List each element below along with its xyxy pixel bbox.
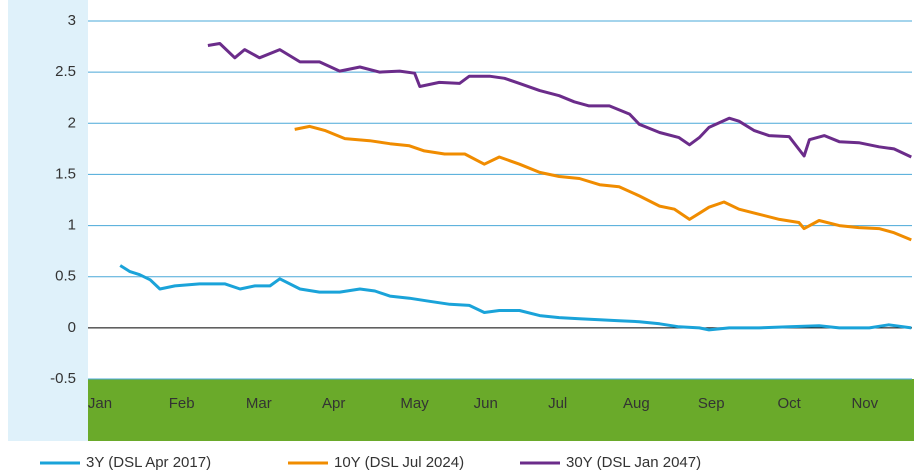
x-tick-label: Nov [851,395,878,412]
y-tick-label: 2 [68,114,76,131]
y-tick-label: 0 [68,319,76,336]
y-tick-label: 2.5 [55,63,76,80]
y-tick-label: 0.5 [55,268,76,285]
y-tick-label: 1.5 [55,165,76,182]
series-line [294,124,912,242]
x-tick-label: Feb [169,395,195,412]
y-tick-label: 1 [68,217,76,234]
x-tick-label: May [400,395,429,412]
x-tick-label: Apr [322,395,345,412]
axis-panel [8,0,88,441]
x-tick-label: Jun [474,395,498,412]
series-line [119,264,912,332]
x-tick-label: Jan [88,395,112,412]
y-tick-label: 3 [68,12,76,29]
x-tick-label: Oct [777,395,801,412]
series-line [207,42,912,159]
legend-label: 3Y (DSL Apr 2017) [86,454,211,471]
x-tick-label: Sep [698,395,725,412]
x-tick-label: Jul [548,395,567,412]
x-tick-label: Aug [623,395,650,412]
y-tick-label: -0.5 [50,370,76,387]
x-tick-label: Mar [246,395,272,412]
legend-label: 30Y (DSL Jan 2047) [566,454,701,471]
legend-label: 10Y (DSL Jul 2024) [334,454,464,471]
x-axis-band [88,379,914,441]
